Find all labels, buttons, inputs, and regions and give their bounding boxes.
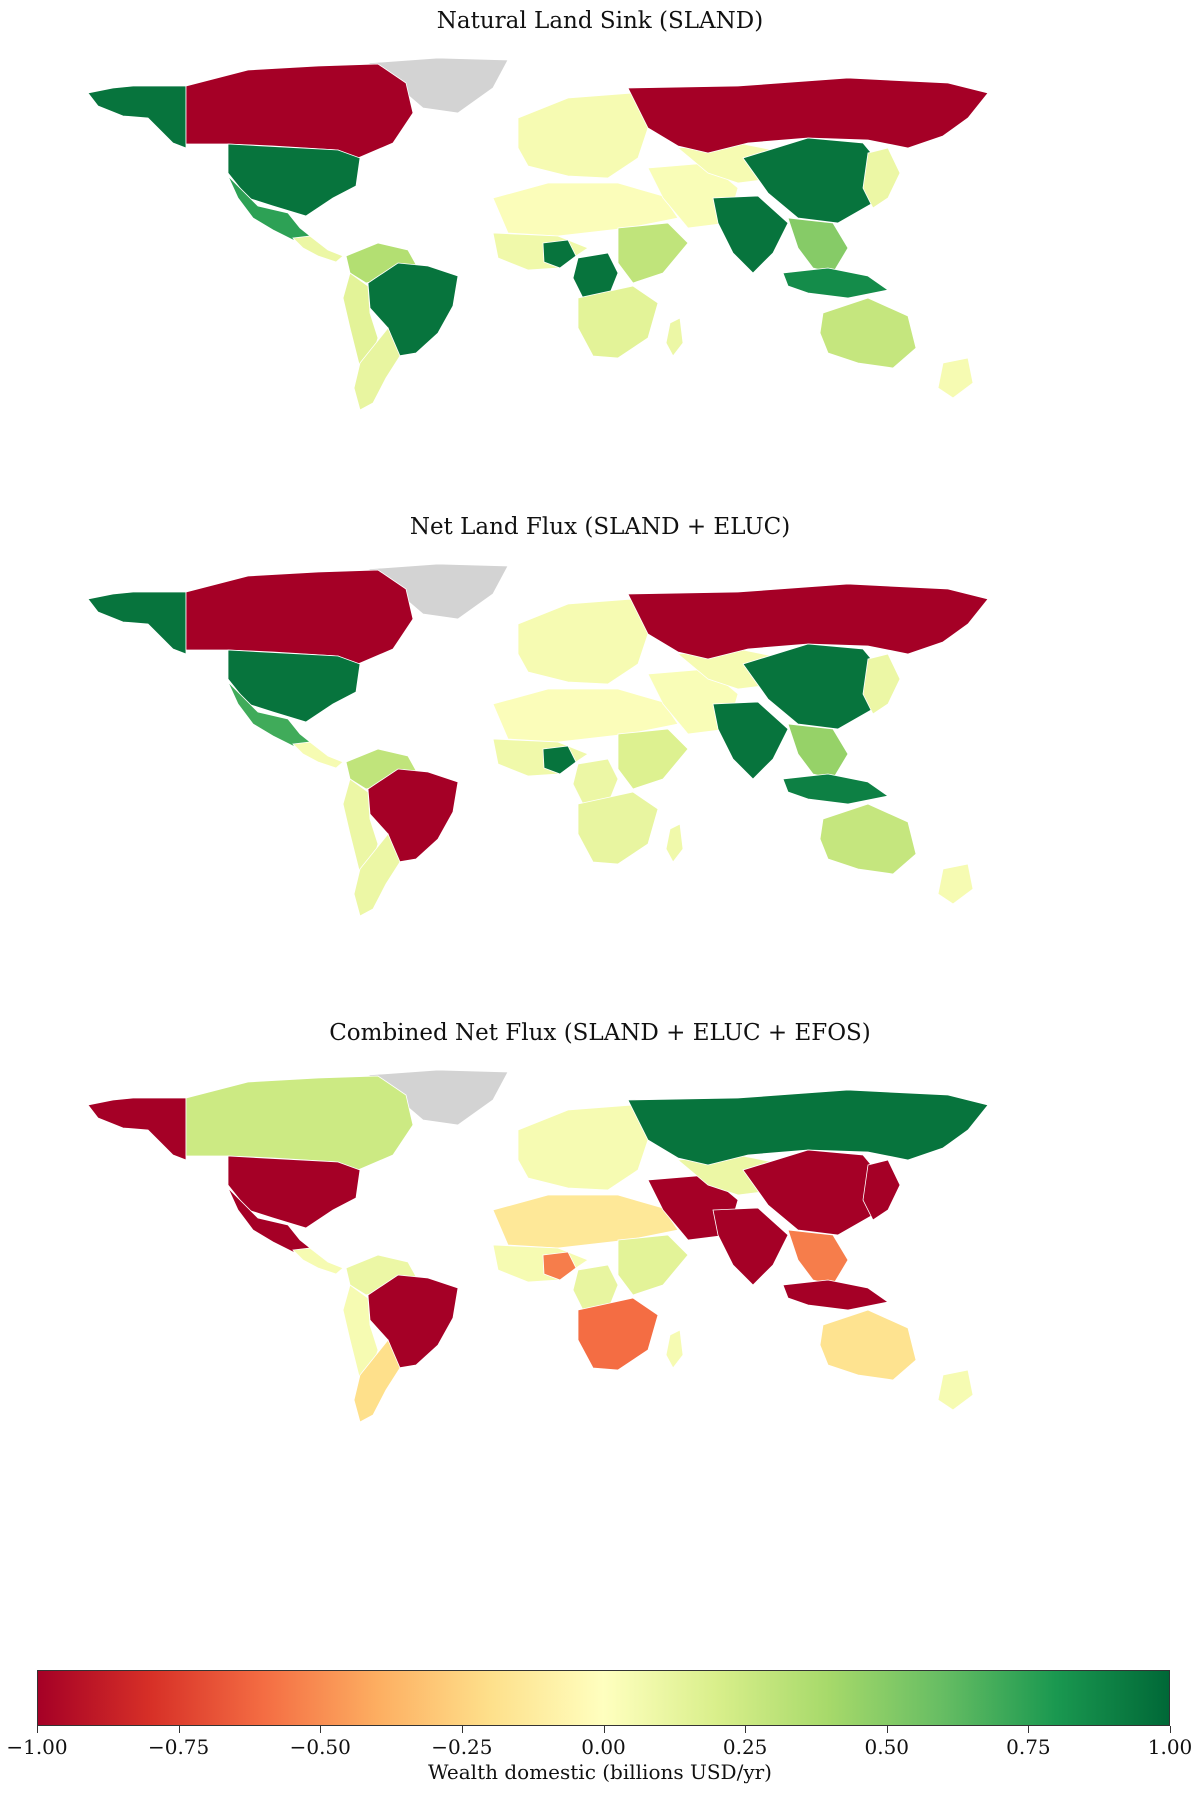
colorbar-tick-label: 1.00 bbox=[1147, 1735, 1193, 1759]
colorbar-tick-label: 0.50 bbox=[864, 1735, 910, 1759]
region-southeast-asia bbox=[787, 217, 849, 274]
colorbar-tick-mark bbox=[461, 1726, 463, 1733]
world-map-combined-net-flux bbox=[87, 1069, 989, 1423]
colorbar-tick-label: −1.00 bbox=[6, 1735, 68, 1759]
region-central-america bbox=[292, 1247, 344, 1275]
region-japan bbox=[862, 653, 901, 715]
region-australia bbox=[819, 1309, 917, 1381]
region-australia bbox=[819, 803, 917, 875]
region-north-africa bbox=[492, 1194, 679, 1249]
region-southern-cone bbox=[353, 833, 401, 917]
region-europe bbox=[517, 598, 649, 685]
region-russia bbox=[627, 77, 989, 154]
region-canada bbox=[185, 63, 414, 159]
region-southeast-asia bbox=[787, 723, 849, 780]
region-east-africa bbox=[617, 1234, 689, 1296]
region-north-africa bbox=[492, 182, 679, 237]
region-india bbox=[712, 701, 789, 780]
colorbar-tick-label: −0.50 bbox=[289, 1735, 351, 1759]
region-brazil bbox=[367, 768, 459, 863]
region-alaska bbox=[87, 591, 187, 655]
colorbar bbox=[37, 1670, 1170, 1726]
region-alaska bbox=[87, 1097, 187, 1161]
region-canada bbox=[185, 569, 414, 665]
region-alaska bbox=[87, 85, 187, 149]
region-russia bbox=[627, 583, 989, 660]
region-east-africa bbox=[617, 728, 689, 790]
region-new-zealand bbox=[937, 357, 974, 399]
region-southern-africa bbox=[577, 285, 659, 359]
colorbar-tick-label: −0.75 bbox=[147, 1735, 210, 1759]
region-japan bbox=[862, 147, 901, 209]
map-title-sland: Natural Land Sink (SLAND) bbox=[436, 8, 764, 34]
colorbar-tick-mark bbox=[603, 1726, 605, 1733]
region-southern-cone bbox=[353, 1339, 401, 1423]
region-new-zealand bbox=[937, 863, 974, 905]
colorbar-tick-label: 0.25 bbox=[722, 1735, 768, 1759]
colorbar-tick-label: −0.25 bbox=[431, 1735, 493, 1759]
region-brazil bbox=[367, 262, 459, 357]
region-nigeria bbox=[542, 1251, 577, 1281]
region-central-america bbox=[292, 235, 344, 263]
region-north-africa bbox=[492, 688, 679, 743]
world-map-net-land-flux bbox=[87, 563, 989, 917]
region-russia bbox=[627, 1089, 989, 1166]
colorbar-tick-mark bbox=[178, 1726, 180, 1733]
colorbar-tick-mark bbox=[1170, 1726, 1171, 1733]
region-europe bbox=[517, 1104, 649, 1191]
region-canada bbox=[185, 1075, 414, 1171]
region-southern-africa bbox=[577, 791, 659, 865]
region-indonesia bbox=[782, 1279, 889, 1311]
colorbar-tick-mark bbox=[37, 1726, 38, 1733]
region-japan bbox=[862, 1159, 901, 1221]
region-new-zealand bbox=[937, 1369, 974, 1411]
region-southern-cone bbox=[353, 327, 401, 411]
region-nigeria bbox=[542, 745, 577, 775]
region-australia bbox=[819, 297, 917, 369]
colorbar-tick-label: 0.00 bbox=[581, 1735, 626, 1759]
region-indonesia bbox=[782, 773, 889, 805]
colorbar-label: Wealth domestic (billions USD/yr) bbox=[428, 1760, 772, 1784]
region-indonesia bbox=[782, 267, 889, 299]
world-map-sland bbox=[87, 57, 989, 411]
colorbar-tick-mark bbox=[320, 1726, 322, 1733]
colorbar-tick-label: 0.75 bbox=[1006, 1735, 1051, 1759]
colorbar-tick-mark bbox=[745, 1726, 747, 1733]
region-india bbox=[712, 195, 789, 274]
map-title-net-land-flux: Net Land Flux (SLAND + ELUC) bbox=[409, 514, 791, 540]
map-title-combined-net-flux: Combined Net Flux (SLAND + ELUC + EFOS) bbox=[329, 1020, 871, 1046]
region-india bbox=[712, 1207, 789, 1286]
region-brazil bbox=[367, 1274, 459, 1369]
region-madagascar bbox=[665, 1329, 684, 1369]
region-madagascar bbox=[665, 317, 684, 357]
colorbar-tick-mark bbox=[1028, 1726, 1030, 1733]
region-southern-africa bbox=[577, 1297, 659, 1371]
region-europe bbox=[517, 92, 649, 179]
region-southeast-asia bbox=[787, 1229, 849, 1286]
colorbar-tick-mark bbox=[886, 1726, 888, 1733]
region-east-africa bbox=[617, 222, 689, 284]
region-central-america bbox=[292, 741, 344, 769]
region-madagascar bbox=[665, 823, 684, 863]
region-nigeria bbox=[542, 239, 577, 269]
